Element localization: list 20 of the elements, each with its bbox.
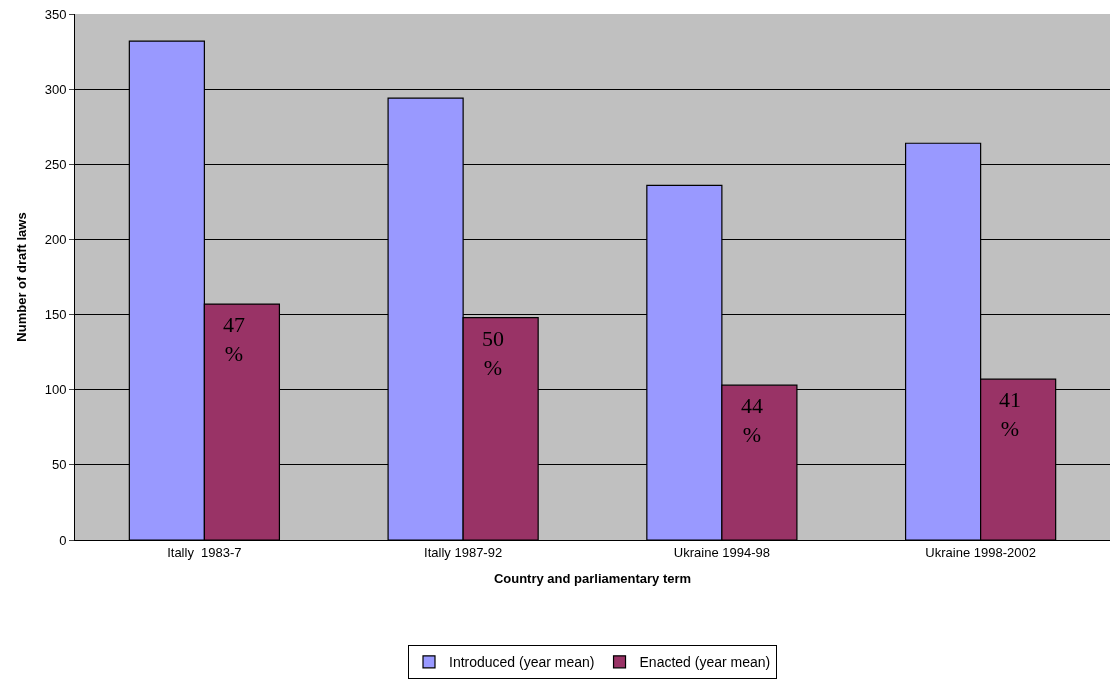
annotation: 50 % — [482, 326, 504, 380]
y-tick-label: 100 — [44, 382, 67, 398]
x-tick-label: Itally 1987-92 — [424, 544, 503, 560]
annotation: 41 % — [999, 387, 1021, 441]
y-tick-label: 150 — [44, 307, 67, 323]
annotation: 47 % — [223, 312, 245, 366]
x-tick-label: Ukraine 1994-98 — [673, 544, 770, 560]
y-tick-label: 300 — [44, 81, 67, 97]
legend-label: Introduced (year mean) — [449, 654, 595, 671]
legend-label: Enacted (year mean) — [639, 654, 771, 671]
y-tick-label: 350 — [44, 6, 67, 22]
x-tick-label: Ukraine 1998-2002 — [925, 544, 1036, 560]
y-tick-label: 200 — [44, 231, 67, 247]
y-tick-label: 50 — [51, 457, 67, 473]
annotation: 44 % — [741, 393, 763, 447]
y-axis-title: Number of draft laws — [13, 212, 29, 342]
y-tick-label: 250 — [44, 156, 67, 172]
x-tick-label: Itally 1983-7 — [167, 544, 242, 560]
x-axis-title: Country and parliamentary term — [493, 571, 692, 587]
y-tick-label: 0 — [59, 532, 67, 548]
